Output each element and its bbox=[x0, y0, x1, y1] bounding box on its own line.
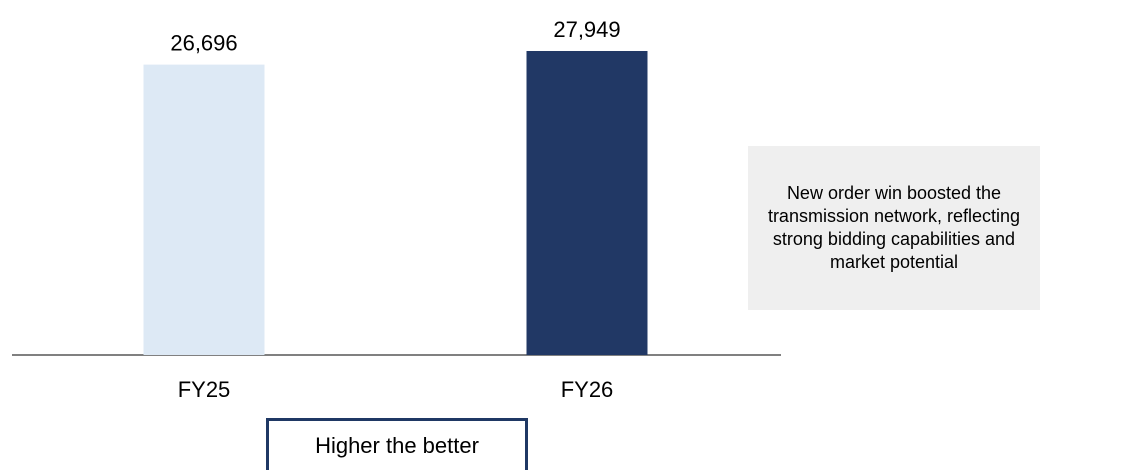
data-label-fy25: 26,696 bbox=[170, 31, 237, 56]
higher-the-better-label: Higher the better bbox=[315, 432, 479, 458]
bar-fy25 bbox=[143, 64, 265, 355]
annotation-box: New order win boosted the transmission n… bbox=[748, 146, 1040, 310]
annotation-text: New order win boosted the transmission n… bbox=[767, 183, 1021, 272]
data-label-fy26: 27,949 bbox=[553, 17, 620, 42]
x-tick-label-fy25: FY25 bbox=[178, 377, 231, 402]
higher-the-better-box: Higher the better bbox=[266, 418, 528, 470]
x-tick-label-fy26: FY26 bbox=[561, 377, 614, 402]
bar-fy26 bbox=[526, 50, 648, 355]
